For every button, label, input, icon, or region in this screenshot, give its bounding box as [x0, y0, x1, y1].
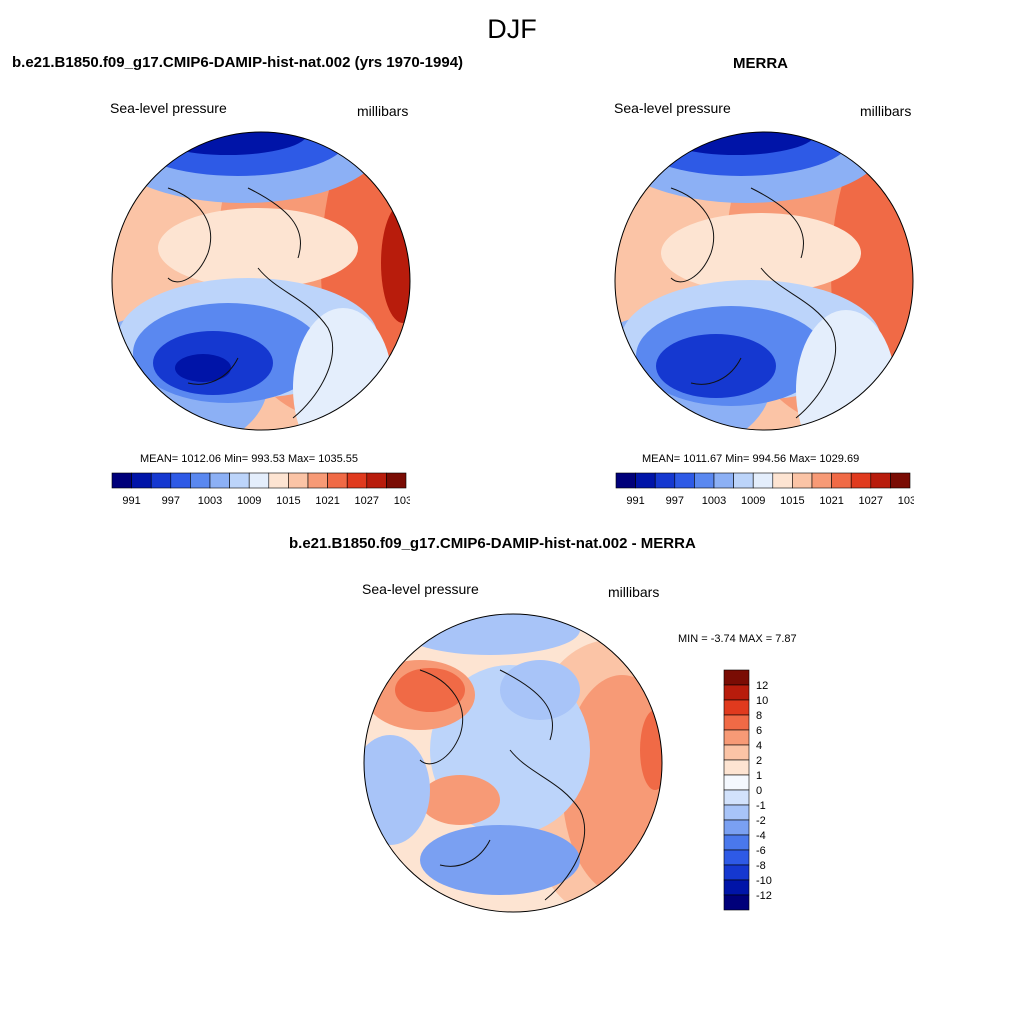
panel-3-colorbar-tick-label: -2 [756, 815, 766, 827]
panel-3-colorbar-tick-label: 0 [756, 785, 762, 797]
panel-3-colorbar-tick-label: 6 [756, 725, 762, 737]
panel-1-colorbar-swatch [209, 472, 230, 489]
panel-3-colorbar-tick-label: -4 [756, 830, 766, 842]
panel-3-variable-label: Sea-level pressure [362, 581, 479, 597]
panel-1-variable-label: Sea-level pressure [110, 100, 227, 116]
panel-3-colorbar-tick-label: 12 [756, 680, 768, 692]
panel-1-colorbar-swatch [229, 472, 250, 489]
panel-1-colorbar-swatch [190, 472, 211, 489]
panel-2-colorbar-swatch [811, 472, 832, 489]
panel-1-polar-map [111, 131, 411, 431]
panel-3-colorbar-swatch [723, 804, 750, 821]
panel-1-colorbar-swatch [268, 472, 289, 489]
panel-1-colorbar-swatch [346, 472, 368, 489]
panel-3-colorbar-tick-label: 1 [756, 770, 762, 782]
panel-2-colorbar-swatch [772, 472, 793, 489]
panel-1-colorbar-tick-label: 1021 [315, 495, 339, 507]
panel-2-colorbar-swatch [850, 472, 872, 489]
panel-2-colorbar-swatch [694, 472, 715, 489]
panel-1-colorbar-tick-label: 1009 [237, 495, 261, 507]
panel-3-colorbar-tick-label: 10 [756, 695, 768, 707]
panel-1-title: b.e21.B1850.f09_g17.CMIP6-DAMIP-hist-nat… [12, 54, 464, 71]
panel-1-units-label: millibars [357, 103, 409, 119]
panel-2-colorbar-tick-label: 1015 [780, 495, 804, 507]
panel-3-colorbar-swatch [723, 684, 750, 701]
panel-3-colorbar-swatch [723, 849, 750, 866]
panel-2-colorbar-swatch [615, 472, 636, 489]
panel-1-colorbar-swatch [307, 472, 328, 489]
panel-2-polar-map [614, 131, 914, 431]
panel-3-colorbar-tick-label: -1 [756, 800, 766, 812]
panel-3-colorbar-swatch [723, 669, 750, 686]
panel-2-variable-label: Sea-level pressure [614, 100, 731, 116]
panel-2-colorbar-tick-label: 1033 [898, 495, 914, 507]
panel-2-colorbar-swatch [792, 472, 813, 489]
panel-3-colorbar-swatch [723, 834, 750, 851]
panel-1-colorbar: 991 997 1003 1009 1015 1021 1027 1033 [111, 472, 410, 507]
panel-3-title: b.e21.B1850.f09_g17.CMIP6-DAMIP-hist-nat… [289, 535, 696, 552]
panel-1-colorbar-swatch [131, 472, 152, 489]
panel-1-colorbar-swatch [327, 472, 348, 489]
panel-1-colorbar-tick-label: 997 [162, 495, 180, 507]
panel-2-colorbar-swatch [713, 472, 734, 489]
panel-2-colorbar-tick-label: 1027 [859, 495, 883, 507]
panel-3-colorbar-swatch [723, 729, 750, 746]
panel-3-colorbar-tick-label: 4 [756, 740, 762, 752]
panel-3-stats: MIN = -3.74 MAX = 7.87 [678, 633, 797, 645]
panel-2-colorbar-swatch [654, 472, 676, 489]
panel-2-colorbar-swatch [752, 472, 774, 489]
panel-3-colorbar-swatch [723, 759, 750, 776]
panel-3-colorbar-tick-label: -10 [756, 875, 772, 887]
panel-2-colorbar-swatch [733, 472, 754, 489]
panel-2-colorbar-tick-label: 1009 [741, 495, 765, 507]
panel-2-colorbar-swatch [635, 472, 656, 489]
panel-3-colorbar-swatch [723, 774, 750, 791]
panel-1-colorbar-swatch [111, 472, 132, 489]
panel-2-colorbar-swatch [831, 472, 852, 489]
panel-3-colorbar-tick-label: 2 [756, 755, 762, 767]
panel-2-colorbar-tick-label: 1003 [702, 495, 726, 507]
panel-2-colorbar-tick-label: 997 [666, 495, 684, 507]
panel-2-colorbar-swatch [890, 472, 911, 489]
panel-1-colorbar-tick-label: 1033 [394, 495, 410, 507]
panel-3-colorbar-swatch [723, 894, 750, 911]
panel-3-colorbar-swatch [723, 789, 750, 806]
panel-3-polar-map [363, 613, 663, 913]
panel-1-colorbar-swatch [288, 472, 309, 489]
panel-2-colorbar-tick-label: 1021 [819, 495, 843, 507]
panel-2-colorbar: 991 997 1003 1009 1015 1021 1027 1033 [615, 472, 914, 507]
panel-1-colorbar-tick-label: 991 [122, 495, 140, 507]
panel-3-colorbar-tick-label: -8 [756, 860, 766, 872]
panel-1-stats: MEAN= 1012.06 Min= 993.53 Max= 1035.55 [140, 453, 359, 465]
figure-title: DJF [487, 14, 537, 44]
panel-1-colorbar-swatch [366, 472, 387, 489]
panel-3-colorbar-swatch [723, 744, 750, 761]
panel-2-stats: MEAN= 1011.67 Min= 994.56 Max= 1029.69 [642, 453, 860, 465]
panel-2-colorbar-swatch [870, 472, 891, 489]
panel-3-colorbar-swatch [723, 819, 750, 836]
panel-3-colorbar-tick-label: -6 [756, 845, 766, 857]
panel-1-colorbar-swatch [386, 472, 407, 489]
panel-3-colorbar-tick-label: -12 [756, 890, 772, 902]
panel-3-units-label: millibars [608, 584, 660, 600]
panel-3-colorbar-swatch [723, 714, 750, 731]
panel-2-units-label: millibars [860, 103, 912, 119]
panel-1-colorbar-swatch [170, 472, 191, 489]
panel-3-colorbar-swatch [723, 699, 750, 716]
panel-1-colorbar-tick-label: 1015 [276, 495, 300, 507]
panel-1-colorbar-swatch [248, 472, 270, 489]
panel-1-colorbar-tick-label: 1027 [355, 495, 379, 507]
panel-1-colorbar-tick-label: 1003 [198, 495, 222, 507]
panel-2-colorbar-tick-label: 991 [626, 495, 644, 507]
panel-2-colorbar-swatch [674, 472, 695, 489]
panel-3-colorbar-swatch [723, 879, 750, 896]
panel-3-colorbar-swatch [723, 864, 750, 881]
panel-3-colorbar-tick-label: 8 [756, 710, 762, 722]
panel-2-title: MERRA [733, 55, 788, 72]
panel-1-colorbar-swatch [150, 472, 172, 489]
